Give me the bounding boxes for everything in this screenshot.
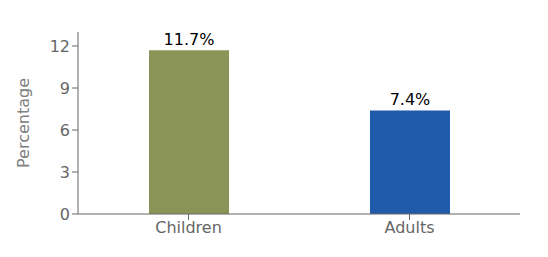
svg-text:7.4%: 7.4% [390, 90, 431, 109]
svg-text:12: 12 [50, 37, 70, 56]
svg-text:Children: Children [155, 218, 222, 237]
svg-text:9: 9 [60, 79, 70, 98]
svg-text:0: 0 [60, 205, 70, 224]
svg-text:6: 6 [60, 121, 70, 140]
svg-text:Percentage: Percentage [14, 78, 33, 168]
svg-text:11.7%: 11.7% [164, 30, 215, 49]
svg-text:3: 3 [60, 163, 70, 182]
svg-text:Adults: Adults [384, 218, 434, 237]
